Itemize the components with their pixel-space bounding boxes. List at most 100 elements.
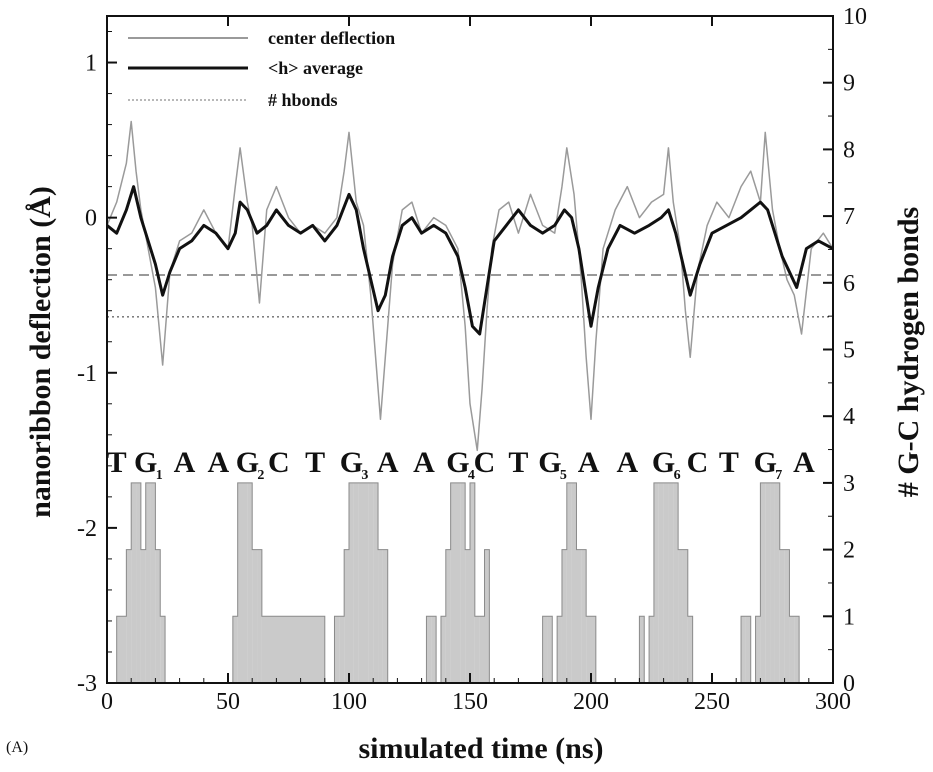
y-axis-ticks: -3 -2 -1 0 1 bbox=[77, 31, 117, 697]
sequence-subscript: 7 bbox=[775, 468, 782, 483]
hbond-bar bbox=[150, 482, 156, 683]
hbond-bar bbox=[257, 549, 262, 683]
y-tick-label: -2 bbox=[77, 516, 97, 542]
sequence-base: T bbox=[508, 446, 528, 479]
hbond-bar bbox=[232, 616, 238, 683]
hbond-bar bbox=[237, 482, 243, 683]
hbond-bar bbox=[344, 549, 349, 683]
y-tick-label: -1 bbox=[77, 361, 97, 387]
y2-tick-label: 2 bbox=[843, 538, 855, 564]
hbond-bar bbox=[639, 616, 645, 683]
hbond-bar bbox=[126, 549, 132, 683]
sequence-base: A bbox=[174, 446, 196, 479]
sequence-base: A bbox=[377, 446, 399, 479]
hbond-bar bbox=[373, 482, 379, 683]
hbond-bar bbox=[140, 549, 146, 683]
hbond-bar bbox=[136, 482, 141, 683]
hbond-bar bbox=[252, 549, 258, 683]
hbond-bar bbox=[368, 482, 374, 683]
y2-tick-label: 1 bbox=[843, 604, 855, 630]
sequence-base: A bbox=[793, 446, 815, 479]
y2-tick-label: 3 bbox=[843, 471, 855, 497]
x-tick-label: 0 bbox=[101, 689, 113, 715]
hbond-bar bbox=[576, 549, 582, 683]
hbond-bar bbox=[484, 549, 490, 683]
sequence-subscript: 6 bbox=[674, 468, 681, 483]
hbond-bar bbox=[566, 482, 572, 683]
series-line-h-average bbox=[106, 185, 834, 336]
x-axis-ticks: 0 50 100 150 200 250 300 bbox=[101, 16, 851, 715]
x-tick-label: 150 bbox=[452, 689, 488, 715]
y2-tick-label: 10 bbox=[843, 4, 867, 30]
hbond-bar bbox=[470, 482, 475, 683]
hbond-bar bbox=[349, 482, 354, 683]
hbond-bar bbox=[581, 549, 587, 683]
hbond-bar bbox=[658, 482, 664, 683]
y-tick-label: -3 bbox=[77, 671, 97, 697]
sequence-base: T bbox=[305, 446, 325, 479]
y-tick-label: 1 bbox=[85, 51, 97, 77]
sequence-base: G bbox=[652, 446, 675, 479]
sequence-base: G bbox=[340, 446, 363, 479]
y2-tick-label: 4 bbox=[843, 404, 855, 430]
hbond-bar bbox=[557, 616, 562, 683]
y2-axis-ticks: 0 1 2 3 4 5 6 7 8 9 10 bbox=[823, 4, 867, 697]
hbond-bar bbox=[571, 482, 577, 683]
hbond-bar bbox=[460, 482, 466, 683]
hbond-bar bbox=[770, 482, 775, 683]
sequence-base: G bbox=[538, 446, 561, 479]
sequence-subscript: 4 bbox=[468, 468, 475, 483]
hbond-bar bbox=[242, 482, 248, 683]
hbond-bar bbox=[445, 549, 451, 683]
hbond-bar bbox=[547, 616, 553, 683]
hbond-bar bbox=[687, 616, 693, 683]
hbond-bar bbox=[145, 482, 151, 683]
hbonds-series bbox=[107, 482, 833, 684]
hbond-bar bbox=[363, 482, 369, 683]
x-tick-label: 50 bbox=[216, 689, 240, 715]
legend: center deflection <h> average # hbonds bbox=[128, 28, 395, 110]
hbond-bar bbox=[653, 482, 659, 683]
hbond-bar bbox=[247, 482, 253, 683]
hbond-bar bbox=[779, 549, 785, 683]
hbond-bar bbox=[586, 616, 591, 683]
sequence-base: A bbox=[616, 446, 638, 479]
hbond-bar bbox=[455, 482, 461, 683]
sequence-base: T bbox=[719, 446, 739, 479]
sequence-base: C bbox=[268, 446, 290, 479]
sequence-labels: T G1 A A G2 C T G3 A A G4C T G5 A A G6 C T G7 A bbox=[107, 446, 815, 483]
hbond-bar bbox=[431, 616, 437, 683]
hbond-bar bbox=[160, 616, 166, 683]
sequence-subscript: 5 bbox=[560, 468, 567, 483]
hbond-bar bbox=[678, 549, 683, 683]
hbond-bar bbox=[382, 549, 388, 683]
hbond-bar bbox=[649, 616, 654, 683]
hbond-bar bbox=[741, 616, 746, 683]
series-line-center-deflection bbox=[106, 120, 834, 452]
hbond-bar bbox=[358, 482, 364, 683]
y2-tick-label: 8 bbox=[843, 137, 855, 163]
hbond-bar bbox=[774, 482, 780, 683]
hbond-bar bbox=[474, 616, 480, 683]
hbond-bar bbox=[450, 482, 456, 683]
sequence-base: T bbox=[107, 446, 127, 479]
sequence-base: C bbox=[687, 446, 709, 479]
sequence-base: C bbox=[474, 446, 496, 479]
legend-label: center deflection bbox=[268, 28, 395, 48]
y2-axis-label: # G-C hydrogen bonds bbox=[892, 207, 925, 497]
x-tick-label: 300 bbox=[815, 689, 851, 715]
reference-lines bbox=[107, 274, 833, 318]
sequence-base: A bbox=[207, 446, 229, 479]
sequence-base: G bbox=[134, 446, 157, 479]
hbond-bar bbox=[131, 482, 137, 683]
legend-label: <h> average bbox=[268, 58, 363, 78]
y-tick-label: 0 bbox=[85, 206, 97, 232]
hbond-bar bbox=[673, 482, 679, 683]
sequence-base: G bbox=[446, 446, 469, 479]
hbond-bar bbox=[378, 549, 383, 683]
sequence-base: G bbox=[754, 446, 777, 479]
hbond-bar bbox=[755, 616, 761, 683]
y2-tick-label: 5 bbox=[843, 338, 855, 364]
sequence-base: G bbox=[236, 446, 259, 479]
hbond-bar bbox=[426, 616, 432, 683]
